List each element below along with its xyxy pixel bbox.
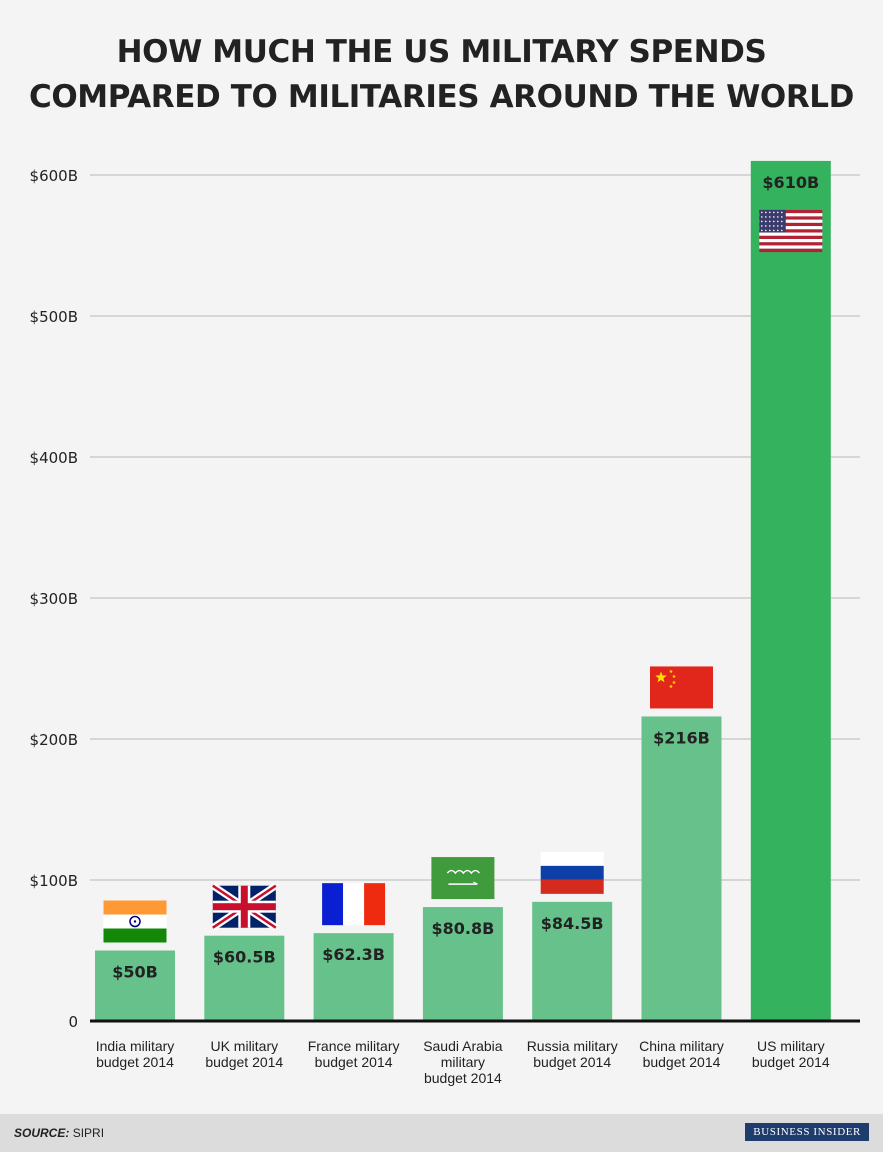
value-label: $62.3B [322,945,385,964]
y-tick-label: $600B [30,167,78,185]
bar [422,907,503,1021]
flags [103,209,823,943]
us-flag [759,209,823,253]
bar-chart: 0 $100B $200B $300B $400B $500B $600B $50B $60.… [30,160,860,1086]
category-label: budget 2014 [424,1070,502,1086]
footer: SOURCE: SIPRI BUSINESS INSIDER [0,1114,883,1152]
saudi-arabia-flag [431,857,495,900]
category-label: military [441,1054,485,1070]
y-tick-label: $300B [30,590,78,608]
chart-title: HOW MUCH THE US MILITARY SPENDS COMPARED… [0,30,883,120]
india-flag [103,900,167,943]
value-label: $50B [112,963,158,982]
category-label: budget 2014 [205,1054,283,1070]
source-label: SOURCE: [14,1126,70,1140]
y-tick-label: $400B [30,449,78,467]
category-label: India military [96,1038,175,1054]
bar [313,933,394,1021]
china-flag [650,666,713,709]
value-label: $610B [762,173,819,192]
category-label: China military [639,1038,724,1054]
value-label: $80.8B [431,919,494,938]
y-tick-label: $500B [30,308,78,326]
business-insider-logo: BUSINESS INSIDER [745,1123,869,1141]
uk-flag [210,882,278,931]
bar [532,901,613,1021]
bar [204,935,285,1021]
category-label: budget 2014 [752,1054,830,1070]
category-label: budget 2014 [643,1054,721,1070]
category-label: Saudi Arabia [423,1038,503,1054]
value-label: $60.5B [213,948,276,967]
chart-title-line-1: HOW MUCH THE US MILITARY SPENDS [116,34,767,70]
gridlines: 0 $100B $200B $300B $400B $500B $600B [30,167,860,1031]
source-note: SOURCE: SIPRI [14,1126,104,1140]
category-label: US military [757,1038,825,1054]
france-flag [322,883,386,926]
value-label: $84.5B [541,914,604,933]
bar [750,160,831,1021]
y-tick-label: $200B [30,731,78,749]
category-label: budget 2014 [96,1054,174,1070]
value-labels: $50B $60.5B $62.3B $80.8B $84.5B $216B $610B [112,173,819,982]
bar [641,716,722,1021]
source-value: SIPRI [72,1126,105,1140]
category-label: France military [308,1038,400,1054]
y-tick-label: 0 [68,1013,78,1031]
category-label: UK military [210,1038,278,1054]
category-label: Russia military [527,1038,618,1054]
category-label: budget 2014 [315,1054,393,1070]
category-label: budget 2014 [533,1054,611,1070]
bar [95,950,175,1021]
bars [95,160,831,1021]
y-tick-label: $100B [30,872,78,890]
chart-title-line-2: COMPARED TO MILITARIES AROUND THE WORLD [28,79,854,115]
russia-flag [540,851,604,894]
value-label: $216B [653,728,710,747]
